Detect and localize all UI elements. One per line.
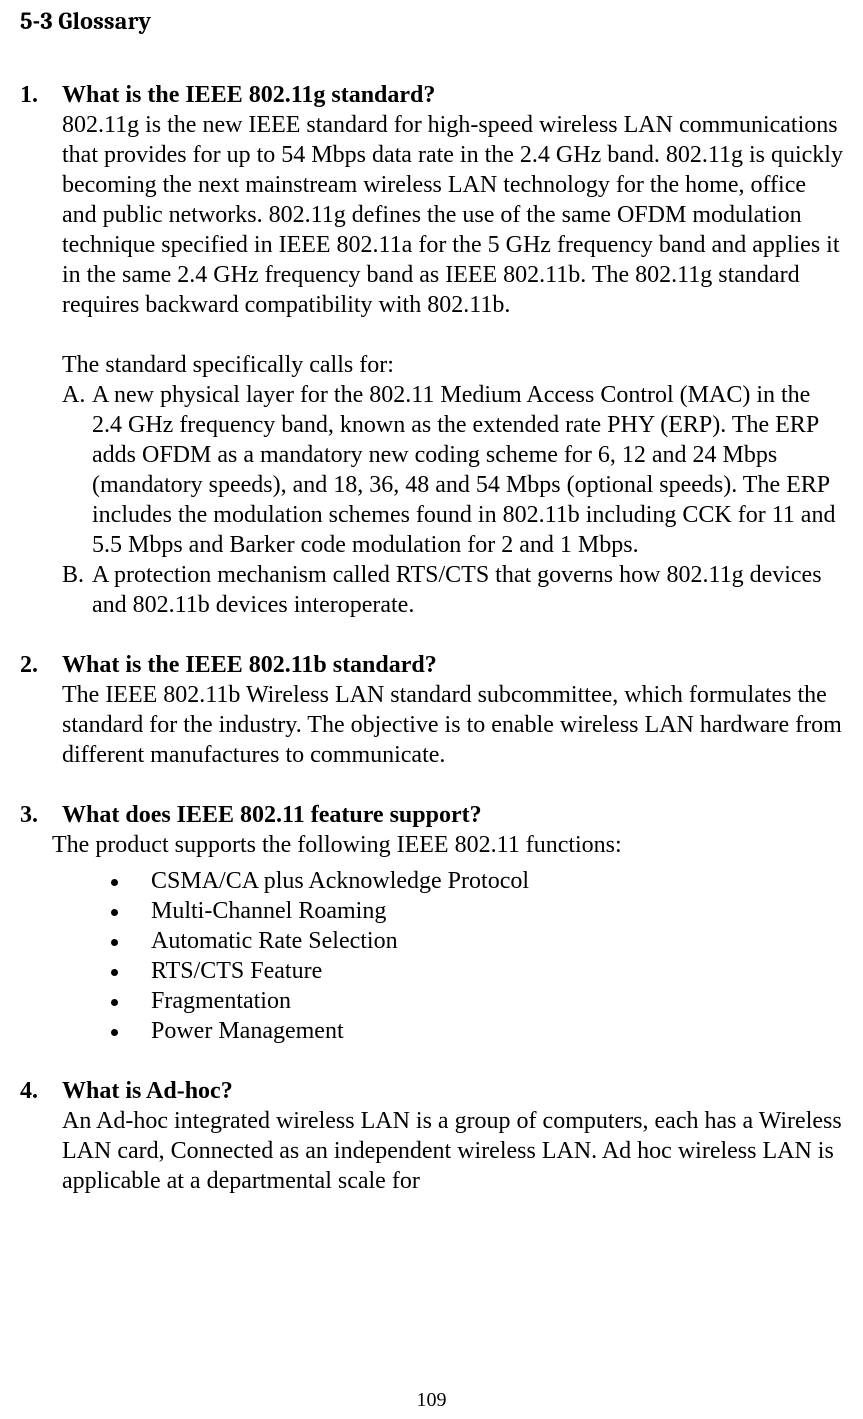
sublist-letter: B.: [62, 560, 92, 590]
sublist-intro: The standard specifically calls for:: [62, 350, 843, 380]
answer-body: An Ad-hoc integrated wireless LAN is a g…: [62, 1106, 843, 1196]
glossary-item: 2.What is the IEEE 802.11b standard? The…: [20, 650, 843, 770]
feature-bullets: CSMA/CA plus Acknowledge Protocol Multi-…: [62, 866, 843, 1046]
question-text: What is the IEEE 802.11b standard?: [62, 652, 437, 678]
bullet-item: Power Management: [107, 1016, 843, 1046]
answer-body: The IEEE 802.11b Wireless LAN standard s…: [62, 680, 843, 770]
answer-sublist: A.A new physical layer for the 802.11 Me…: [62, 380, 843, 620]
question-number: 1.: [20, 80, 62, 110]
answer-body: 802.11g is the new IEEE standard for hig…: [62, 110, 843, 320]
glossary-item: 3.What does IEEE 802.11 feature support?…: [20, 800, 843, 1046]
question-text: What is Ad-hoc?: [62, 1078, 233, 1104]
page: 5-3 Glossary 1.What is the IEEE 802.11g …: [0, 0, 863, 1419]
question-number: 2.: [20, 650, 62, 680]
sublist-text: A protection mechanism called RTS/CTS th…: [92, 562, 822, 618]
question-text: What does IEEE 802.11 feature support?: [62, 802, 482, 828]
question-heading: 4.What is Ad-hoc?: [20, 1076, 843, 1106]
bullet-item: RTS/CTS Feature: [107, 956, 843, 986]
bullet-item: Fragmentation: [107, 986, 843, 1016]
question-number: 4.: [20, 1076, 62, 1106]
question-number: 3.: [20, 800, 62, 830]
question-heading: 2.What is the IEEE 802.11b standard?: [20, 650, 843, 680]
bullet-item: CSMA/CA plus Acknowledge Protocol: [107, 866, 843, 896]
section-title: 5-3 Glossary: [20, 6, 843, 36]
bullet-item: Automatic Rate Selection: [107, 926, 843, 956]
sublist-item: B.A protection mechanism called RTS/CTS …: [62, 560, 843, 620]
answer-body: The product supports the following IEEE …: [52, 830, 843, 860]
sublist-letter: A.: [62, 380, 92, 410]
question-heading: 3.What does IEEE 802.11 feature support?: [20, 800, 843, 830]
glossary-list: 1.What is the IEEE 802.11g standard? 802…: [20, 80, 843, 1196]
glossary-item: 4.What is Ad-hoc? An Ad-hoc integrated w…: [20, 1076, 843, 1196]
glossary-item: 1.What is the IEEE 802.11g standard? 802…: [20, 80, 843, 620]
bullet-item: Multi-Channel Roaming: [107, 896, 843, 926]
question-heading: 1.What is the IEEE 802.11g standard?: [20, 80, 843, 110]
question-text: What is the IEEE 802.11g standard?: [62, 82, 435, 108]
sublist-item: A.A new physical layer for the 802.11 Me…: [62, 380, 843, 560]
sublist-text: A new physical layer for the 802.11 Medi…: [92, 382, 835, 558]
page-number: 109: [0, 1388, 863, 1413]
